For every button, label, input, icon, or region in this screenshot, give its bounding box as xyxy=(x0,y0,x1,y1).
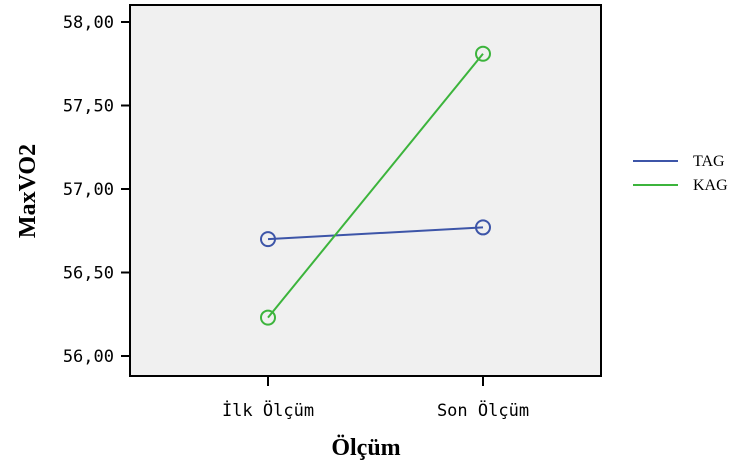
series-line-kag xyxy=(267,53,484,319)
x-axis-title: Ölçüm xyxy=(331,435,400,461)
data-point-kag xyxy=(475,45,491,62)
y-tick-label: 57,50 xyxy=(63,97,114,117)
y-tick-label: 56,50 xyxy=(63,264,114,284)
plot-area xyxy=(129,4,602,377)
data-point-tag xyxy=(475,219,491,236)
legend-label-tag: TAG xyxy=(693,153,725,170)
data-point-tag xyxy=(260,231,276,248)
legend-label-kag: KAG xyxy=(693,177,728,194)
legend: TAG KAG xyxy=(633,153,728,194)
y-axis-title: MaxVO2 xyxy=(15,144,41,238)
x-tick-label: İlk Ölçüm xyxy=(222,399,314,421)
data-point-kag xyxy=(260,309,276,326)
series-layer xyxy=(260,45,491,326)
x-tick-label: Son Ölçüm xyxy=(437,399,529,421)
y-tick-label: 56,00 xyxy=(63,347,114,367)
x-axis: İlk Ölçüm Son Ölçüm xyxy=(222,376,529,421)
y-tick-label: 57,00 xyxy=(63,180,114,200)
series-line-tag xyxy=(267,226,484,241)
y-tick-label: 58,00 xyxy=(63,13,114,33)
y-axis: 56,00 56,50 57,00 57,50 58,00 xyxy=(63,13,130,367)
